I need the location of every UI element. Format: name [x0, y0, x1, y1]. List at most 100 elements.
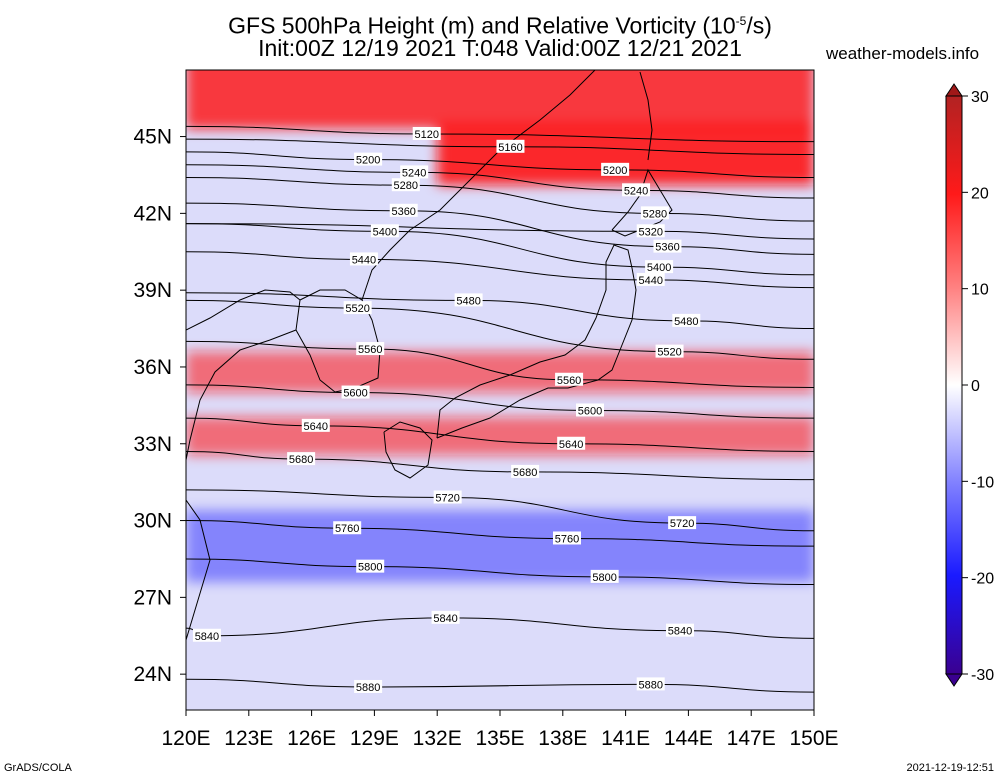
- contour-label-box: [622, 183, 651, 197]
- contour-5240: [186, 164, 814, 199]
- lon-tick-label: 132E: [413, 727, 462, 750]
- contour-label-box: [370, 224, 399, 238]
- contour-label: 5600: [343, 388, 367, 400]
- contour-label-box: [666, 623, 695, 637]
- contour-label: 5800: [358, 562, 382, 574]
- contour-label: 5280: [643, 208, 667, 220]
- contour-label-box: [454, 293, 483, 307]
- contour-label: 5720: [435, 493, 459, 505]
- vorticity-bands: [186, 70, 814, 582]
- colorbar-ticks: 30 20 10 0 -10 -20 -30: [962, 89, 994, 684]
- lat-tick-label: 33N: [133, 433, 172, 456]
- contour-label: 5600: [578, 405, 602, 417]
- contour-label-box: [655, 344, 684, 358]
- contour-label: 5360: [391, 206, 415, 218]
- contour-label: 5880: [638, 679, 662, 691]
- vorticity-band-0: [186, 70, 814, 129]
- lon-tick-label: 129E: [350, 727, 399, 750]
- colorbar-tick-label: 30: [971, 89, 989, 106]
- colorbar-tick-label: -10: [971, 474, 994, 491]
- latitude-axis: 45N 42N 39N 36N 33N 30N 27N 24N: [133, 126, 186, 686]
- contour-5640: [186, 417, 814, 452]
- contour-label-box: [576, 403, 605, 417]
- contour-label: 5480: [456, 295, 480, 307]
- colorbar-ramp: [945, 95, 963, 675]
- contour-label: 5760: [335, 523, 359, 535]
- colorbar-bottom-arrow: [945, 673, 963, 687]
- contour-label: 5840: [195, 631, 219, 643]
- lon-tick-label: 144E: [664, 727, 713, 750]
- lat-tick-label: 30N: [133, 510, 172, 533]
- lat-tick-label: 36N: [133, 356, 172, 379]
- contour-label-box: [555, 372, 584, 386]
- contour-label-box: [552, 531, 581, 545]
- contour-label: 5680: [513, 467, 537, 479]
- longitude-axis: 120E 123E 126E 129E 132E 135E 138E 141E 144E 147E…: [161, 710, 839, 750]
- colorbar-tick-label: 20: [971, 185, 989, 202]
- contour-5400: [186, 223, 814, 276]
- lat-tick-label: 39N: [133, 279, 172, 302]
- colorbar-top-arrow: [945, 83, 963, 97]
- contour-label-box: [511, 464, 540, 478]
- contour-5800: [186, 558, 814, 586]
- contour-label-box: [192, 628, 221, 642]
- contour-5480: [186, 292, 814, 330]
- contour-label: 5800: [592, 572, 616, 584]
- contour-label: 5840: [433, 613, 457, 625]
- contour-label: 5880: [356, 682, 380, 694]
- contour-label: 5200: [356, 155, 380, 167]
- contour-label: 5520: [657, 347, 681, 359]
- lon-tick-label: 126E: [287, 727, 336, 750]
- contour-label-box: [496, 139, 525, 153]
- colorbar-tick-label: -30: [971, 667, 994, 684]
- contour-label: 5440: [638, 275, 662, 287]
- colorbar: 30 20 10 0 -10 -20 -30: [945, 83, 994, 687]
- title-text: GFS 500hPa Height (m) and Relative Vorti…: [228, 12, 736, 39]
- contour-5520: [186, 299, 814, 360]
- contour-label-box: [354, 679, 383, 693]
- lat-tick-label: 42N: [133, 202, 172, 225]
- contour-label: 5240: [624, 185, 648, 197]
- contour-label: 5680: [289, 454, 313, 466]
- lon-tick-label: 141E: [601, 727, 650, 750]
- japan-hokkaido-coast: [611, 168, 673, 237]
- contour-label-box: [343, 301, 372, 315]
- lon-tick-label: 123E: [224, 727, 273, 750]
- contour-label: 5360: [655, 242, 679, 254]
- contour-label: 5560: [557, 375, 581, 387]
- contour-label: 5560: [358, 344, 382, 356]
- sakhalin-coast: [639, 71, 653, 161]
- render-timestamp: 2021-12-19-12:51: [906, 762, 994, 774]
- contour-label-box: [400, 165, 429, 179]
- vorticity-band-2: [186, 351, 814, 393]
- contour-label-box: [433, 490, 462, 504]
- contour-label: 5400: [373, 226, 397, 238]
- contour-label: 5280: [394, 180, 418, 192]
- site-credit: weather-models.info: [826, 44, 980, 63]
- contour-5880: [186, 678, 814, 693]
- contour-label-box: [301, 418, 330, 432]
- contour-label: 5480: [674, 316, 698, 328]
- grads-credit: GrADS/COLA: [4, 762, 72, 774]
- contour-label-box: [412, 127, 441, 140]
- title-unit: /s): [746, 12, 772, 39]
- lon-tick-label: 138E: [538, 727, 587, 750]
- contour-label-box: [636, 272, 665, 286]
- contour-label-box: [636, 677, 665, 691]
- contour-label: 5760: [555, 533, 579, 545]
- contour-label: 5240: [402, 167, 426, 179]
- contour-label-box: [356, 342, 385, 356]
- contour-label-box: [557, 436, 586, 450]
- contour-5600: [186, 384, 814, 419]
- contour-label: 5640: [559, 439, 583, 451]
- mainland-coast: [186, 289, 301, 641]
- contour-label-box: [333, 521, 362, 535]
- contour-label-box: [640, 206, 669, 220]
- colorbar-tick-label: 10: [971, 282, 989, 299]
- lat-tick-label: 45N: [133, 126, 172, 149]
- contour-label: 5120: [414, 129, 438, 141]
- contour-5760: [186, 520, 814, 547]
